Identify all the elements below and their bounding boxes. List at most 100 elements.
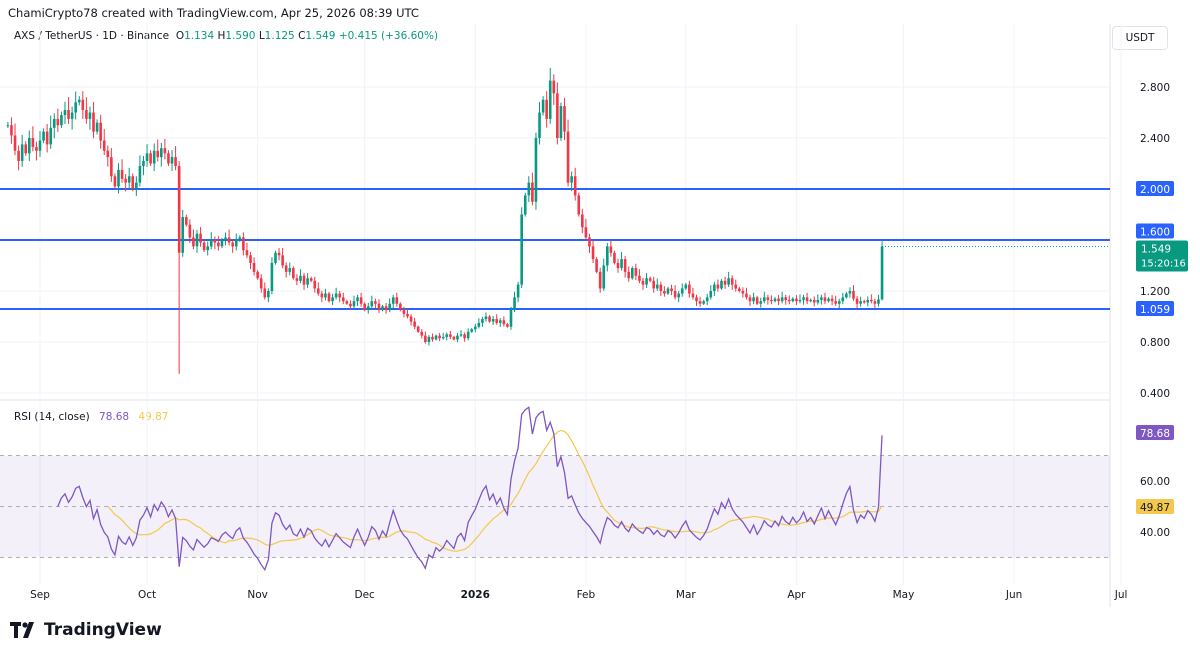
- x-tick-label: Oct: [138, 589, 156, 601]
- y-tick-label: 0.400: [1140, 388, 1170, 400]
- candle-body: [174, 157, 177, 167]
- candle-body: [545, 99, 548, 119]
- candle-body: [759, 301, 763, 304]
- rsi-legend: RSI (14, close) 78.68 49.87: [14, 411, 168, 423]
- candle-body: [859, 301, 862, 304]
- candle-body: [338, 293, 342, 298]
- candle-body: [217, 242, 220, 247]
- candle-body: [581, 214, 584, 228]
- candle-body: [324, 293, 327, 298]
- rsi-ma-axis-label: 49.87: [1140, 502, 1170, 514]
- candle-body: [563, 106, 566, 132]
- candle-body: [855, 298, 859, 304]
- candle-body: [416, 326, 420, 332]
- candle-body: [566, 131, 570, 183]
- candle-body: [531, 182, 534, 202]
- candle-body: [270, 262, 274, 291]
- candle-body: [752, 297, 755, 302]
- candle-body: [595, 259, 598, 272]
- candle-body: [374, 301, 377, 304]
- symbol-name[interactable]: AXS / TetherUS · 1D · Binance: [14, 30, 170, 42]
- candle-body: [117, 169, 120, 187]
- candle-body: [220, 240, 224, 247]
- candle-body: [124, 178, 127, 183]
- candle-body: [666, 288, 670, 294]
- candle-body: [313, 280, 317, 289]
- candle-body: [331, 297, 334, 302]
- candle-body: [252, 262, 256, 272]
- candle-body: [352, 301, 356, 307]
- candle-body: [720, 280, 723, 289]
- candle-body: [770, 299, 773, 302]
- candle-body: [713, 284, 716, 291]
- candle-body: [777, 298, 780, 302]
- candle-body: [534, 138, 538, 202]
- candle-body: [787, 299, 791, 302]
- rsi-line: [57, 406, 883, 572]
- candle-body: [773, 298, 777, 302]
- candle-body: [745, 293, 748, 298]
- candle-body: [370, 301, 374, 307]
- candle-body: [509, 310, 513, 327]
- candle-body: [391, 297, 395, 304]
- candle-body: [816, 299, 820, 303]
- tradingview-logo: TradingView: [10, 620, 162, 640]
- candle-body: [188, 224, 192, 238]
- candle-body: [695, 297, 698, 302]
- candle-body: [498, 320, 502, 323]
- candle-body: [6, 125, 10, 127]
- x-tick-label: Sep: [30, 589, 50, 601]
- chart-credit: ChamiCrypto78 created with TradingView.c…: [8, 6, 419, 20]
- candle-body: [670, 288, 673, 291]
- candle-body: [588, 237, 591, 247]
- candle-body: [227, 237, 231, 243]
- rsi-label-bg: [1136, 425, 1174, 440]
- candle-body: [13, 135, 17, 151]
- candle-body: [145, 153, 149, 161]
- level-label-bg: [1136, 223, 1174, 239]
- open-value: 1.134: [184, 30, 215, 42]
- candle-body: [606, 246, 609, 266]
- x-tick-label: Feb: [577, 589, 596, 601]
- candle-body: [613, 252, 616, 263]
- candle-body: [795, 298, 798, 302]
- x-tick-label: Apr: [787, 589, 806, 601]
- candle-body: [677, 293, 680, 298]
- candle-body: [31, 138, 35, 147]
- candle-body: [473, 326, 477, 330]
- candle-body: [192, 237, 195, 247]
- candle-body: [213, 240, 217, 243]
- x-tick-label: Mar: [676, 589, 696, 601]
- candle-body: [366, 306, 370, 311]
- candle-body: [434, 335, 438, 340]
- candle-body: [698, 301, 702, 304]
- currency-unit-button[interactable]: USDT: [1112, 26, 1168, 50]
- candle-body: [780, 297, 784, 302]
- candle-body: [495, 319, 499, 323]
- low-value: 1.125: [264, 30, 295, 42]
- candle-body: [231, 242, 234, 247]
- candle-body: [830, 298, 834, 302]
- candle-body: [74, 102, 77, 113]
- candle-body: [67, 109, 70, 119]
- candle-body: [24, 144, 28, 154]
- symbol-legend: AXS / TetherUS · 1D · Binance O1.134 H1.…: [14, 30, 438, 42]
- candle-body: [341, 297, 345, 302]
- rsi-title[interactable]: RSI (14, close): [14, 411, 90, 423]
- close-value: 1.549: [305, 30, 336, 42]
- candle-body: [420, 331, 424, 336]
- candle-body: [95, 122, 99, 132]
- rsi-ma-line: [107, 429, 883, 552]
- candle-body: [85, 109, 88, 119]
- candle-body: [463, 334, 466, 339]
- candle-body: [345, 301, 349, 304]
- candle-body: [349, 303, 352, 307]
- candle-body: [42, 131, 45, 141]
- candle-body: [548, 80, 552, 119]
- candle-body: [56, 118, 60, 126]
- rsi-axis-label: 78.68: [1140, 428, 1170, 440]
- candle-body: [334, 293, 338, 298]
- candle-body: [441, 336, 445, 339]
- x-tick-label: Jun: [1005, 589, 1022, 601]
